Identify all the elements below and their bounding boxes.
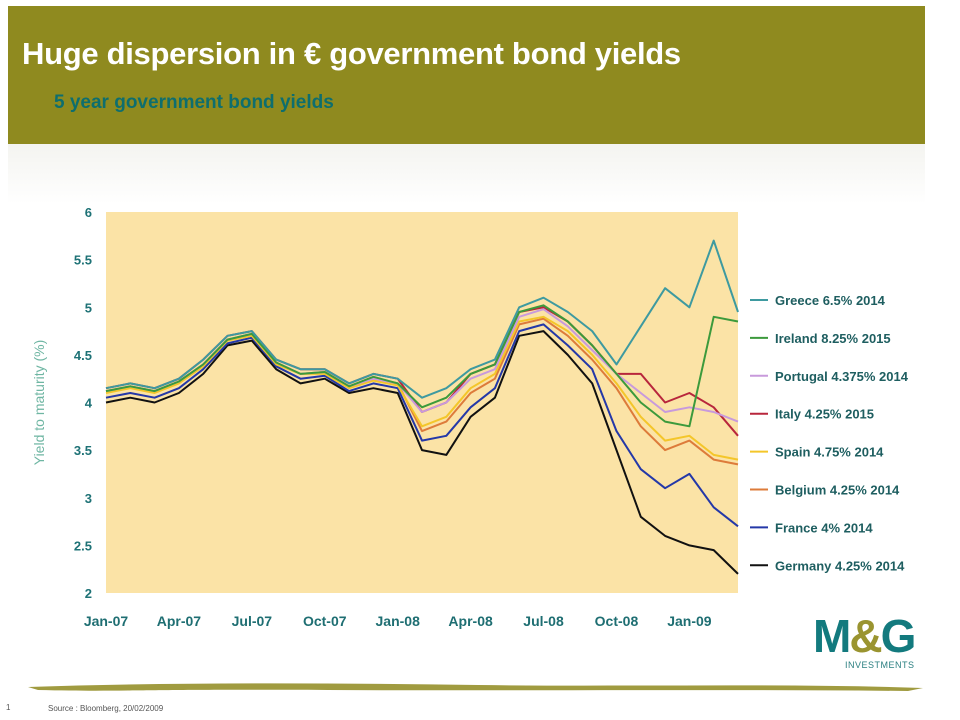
legend-entry: Spain 4.75% 2014: [775, 445, 884, 460]
y-tick-label: 5.5: [74, 253, 92, 268]
x-tick-label: Jul-07: [232, 613, 273, 629]
slide-subtitle: 5 year government bond yields: [54, 92, 334, 113]
mg-investments-logo: M&G INVESTMENTS: [813, 608, 931, 672]
y-tick-label: 5: [85, 300, 92, 315]
x-tick-label: Apr-07: [157, 613, 202, 629]
y-tick-label: 6: [85, 205, 92, 220]
y-tick-label: 3: [85, 491, 92, 506]
series-line: [105, 330, 739, 575]
legend-entry: Germany 4.25% 2014: [775, 558, 905, 573]
logo-subtitle: INVESTMENTS: [845, 660, 915, 670]
y-tick-label: 2.5: [74, 538, 92, 553]
x-tick-label: Jul-08: [523, 613, 564, 629]
x-tick-label: Jan-09: [667, 613, 712, 629]
background-strip: [8, 144, 925, 204]
slide-header: Huge dispersion in € government bond yie…: [8, 6, 925, 144]
logo-wordmark: M&G: [813, 610, 916, 662]
x-tick-label: Jan-07: [84, 613, 129, 629]
x-tick-label: Oct-07: [303, 613, 347, 629]
x-tick-label: Jan-08: [376, 613, 421, 629]
legend-entry: Greece 6.5% 2014: [775, 293, 886, 308]
source-note: Source : Bloomberg, 20/02/2009: [48, 704, 164, 713]
series-line: [105, 315, 739, 461]
series-line: [105, 239, 739, 399]
series-line: [105, 323, 739, 528]
legend-entry: Italy 4.25% 2015: [775, 407, 874, 422]
y-tick-label: 4.5: [74, 348, 92, 363]
legend-entry: Portugal 4.375% 2014: [775, 369, 909, 384]
x-tick-label: Apr-08: [448, 613, 493, 629]
plot-area: [106, 212, 738, 593]
y-tick-label: 3.5: [74, 443, 92, 458]
y-axis-label: Yield to maturity (%): [31, 340, 47, 466]
legend-entry: France 4% 2014: [775, 520, 873, 535]
slide-number: 1: [6, 703, 11, 712]
y-tick-label: 2: [85, 586, 92, 601]
series-line: [105, 304, 739, 428]
legend-entry: Belgium 4.25% 2014: [775, 483, 900, 498]
slide-title: Huge dispersion in € government bond yie…: [22, 36, 681, 71]
x-tick-label: Oct-08: [595, 613, 639, 629]
decorative-brush-stroke: [28, 683, 923, 691]
legend-entry: Ireland 8.25% 2015: [775, 331, 891, 346]
y-tick-label: 4: [85, 396, 93, 411]
